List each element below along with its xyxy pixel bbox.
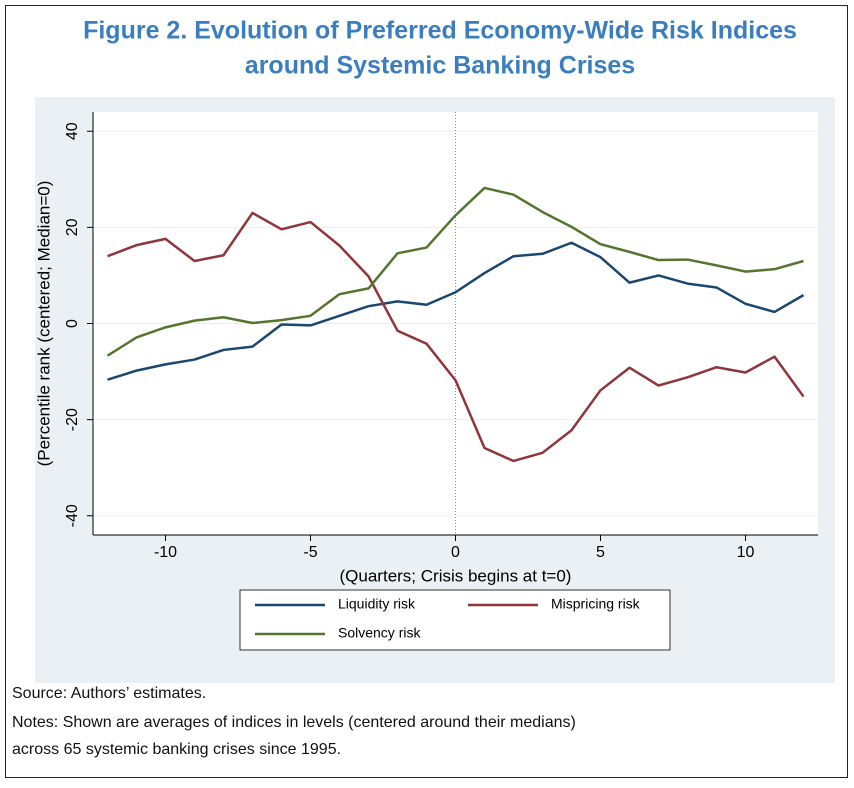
figure-title: around Systemic Banking Crises (245, 52, 635, 80)
legend-label: Mispricing risk (551, 596, 641, 612)
line-series (107, 211, 805, 463)
x-tick-label: -5 (303, 544, 317, 561)
y-tick-label: 0 (64, 319, 81, 328)
y-tick-label: -20 (64, 408, 81, 431)
legend-label: Liquidity risk (338, 596, 416, 612)
notes: Notes: Shown are averages of indices in … (12, 714, 576, 731)
source: Source: Authors’ estimates. (12, 685, 206, 702)
legend (239, 589, 671, 651)
figure-title: Figure 2. Evolution of Preferred Economy… (83, 17, 797, 45)
line-series (107, 241, 805, 381)
line-series (106, 186, 804, 357)
y-axis-label: (Percentile rank (centered; Median=0) (34, 181, 53, 467)
x-tick-label: 10 (737, 544, 755, 561)
x-tick-label: 5 (596, 544, 605, 561)
y-tick-label: -40 (64, 504, 81, 527)
y-tick-label: 20 (64, 218, 81, 236)
legend-label: Solvency risk (338, 625, 421, 641)
x-tick-label: -10 (154, 544, 177, 561)
y-tick-label: 40 (64, 122, 81, 140)
x-axis-label: (Quarters; Crisis begins at t=0) (340, 566, 572, 585)
figure-border (5, 5, 848, 778)
notes: across 65 systemic banking crises since … (12, 741, 341, 758)
x-tick-label: 0 (451, 544, 460, 561)
